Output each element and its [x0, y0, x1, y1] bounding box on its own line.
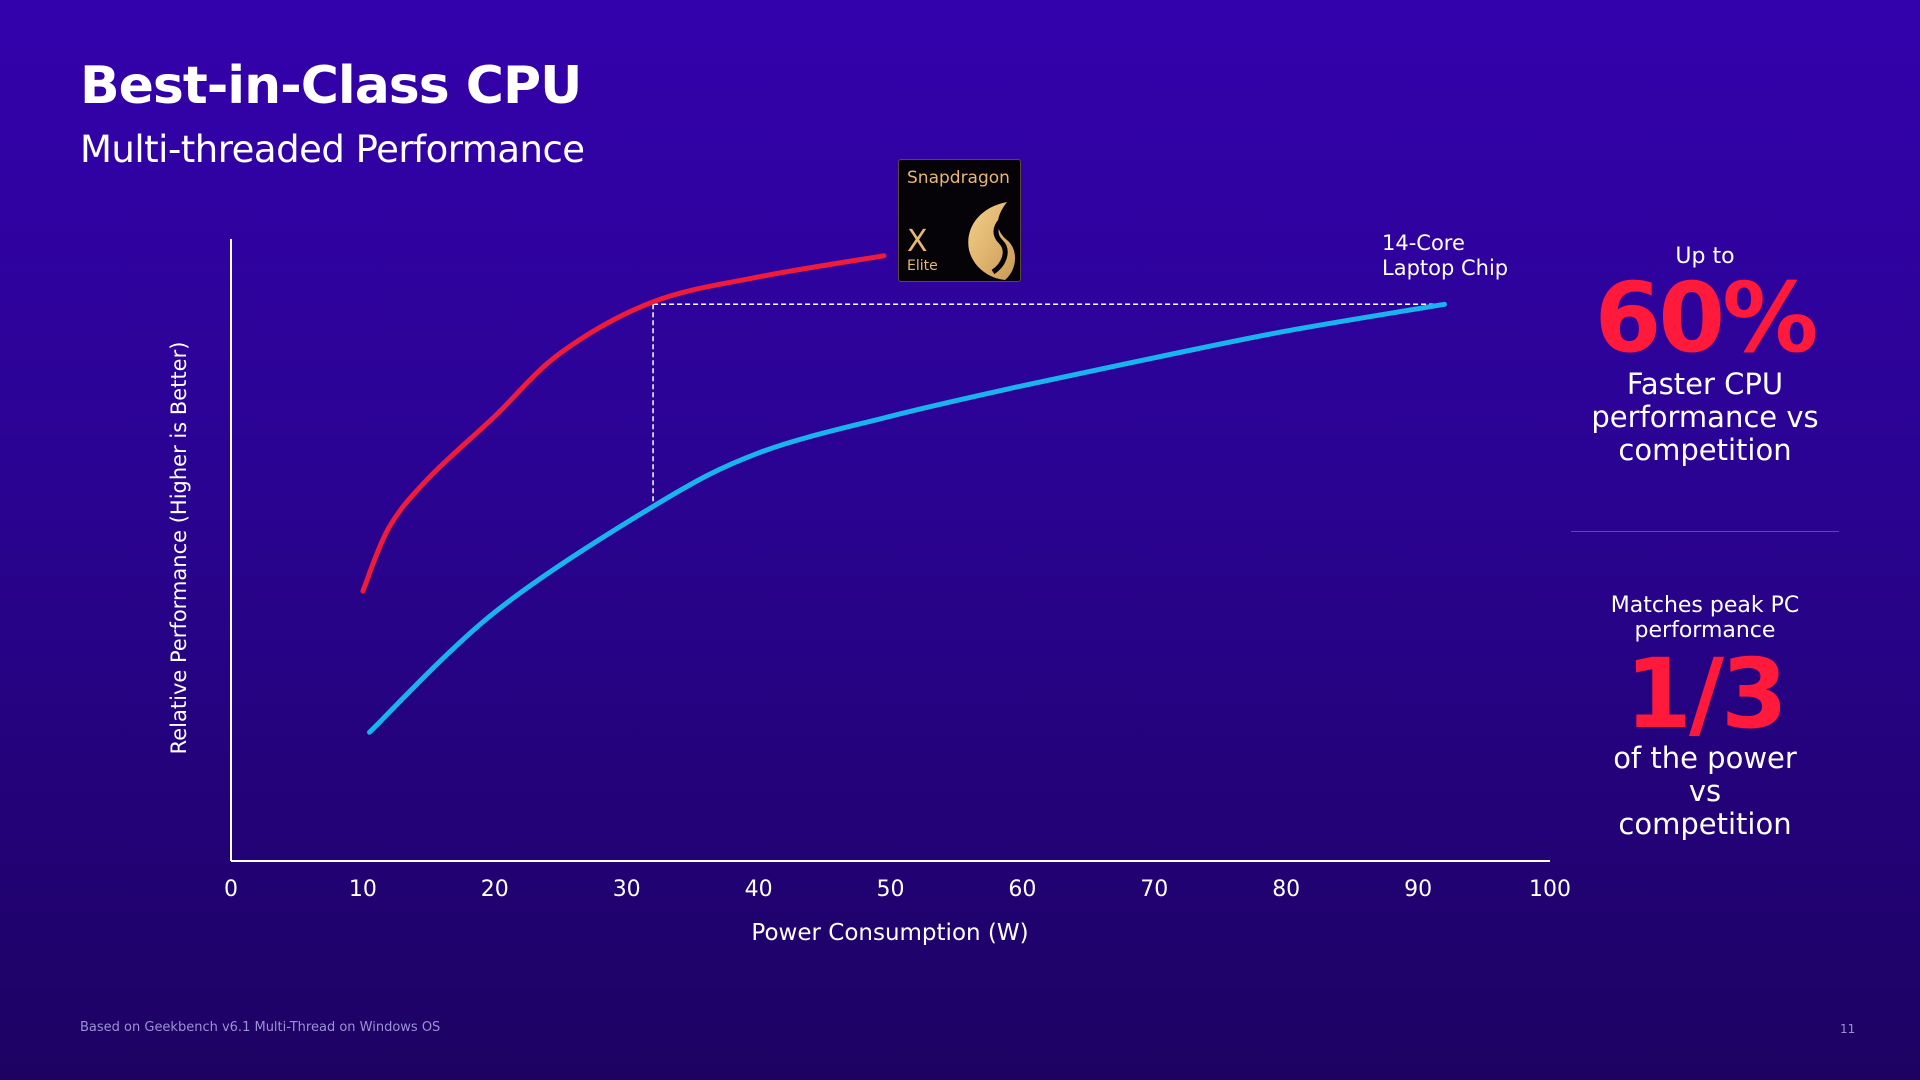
data-point [427, 476, 430, 479]
y-axis-label: Relative Performance (Higher is Better) [167, 342, 191, 755]
stat-divider [1571, 531, 1839, 532]
x-tick-label: 100 [1529, 877, 1571, 902]
logo-tier: Elite [907, 258, 938, 274]
data-point [757, 275, 760, 278]
x-tick-label: 10 [349, 877, 377, 902]
x-tick-label: 70 [1140, 877, 1168, 902]
data-point [757, 451, 760, 454]
stat-bottom-value: 1/3 [1625, 638, 1788, 750]
snapdragon-x-elite-logo: Snapdragon X Elite [898, 159, 1021, 282]
stat-top-value: 60% [1594, 262, 1819, 374]
data-point [559, 351, 562, 354]
data-point [652, 300, 655, 303]
stat-top-description: Faster CPU performance vs competition [1591, 367, 1819, 467]
series-line-0 [360, 253, 887, 594]
series-label-competitor: 14-Core Laptop Chip [1382, 231, 1508, 280]
x-tick-label: 60 [1008, 877, 1036, 902]
data-point [361, 590, 364, 593]
data-point [1285, 330, 1288, 333]
data-point [652, 505, 655, 508]
data-point [493, 611, 496, 614]
footnote: Based on Geekbench v6.1 Multi-Thread on … [80, 1020, 441, 1035]
snapdragon-flame-icon [968, 202, 1016, 280]
data-point [889, 415, 892, 418]
data-point [882, 254, 885, 257]
slide-title: Best-in-Class CPU [80, 56, 582, 116]
x-tick-label: 80 [1272, 877, 1300, 902]
logo-model: X [907, 224, 928, 259]
data-point [388, 525, 391, 528]
data-point [1021, 384, 1024, 387]
data-point [1153, 356, 1156, 359]
x-tick-label: 50 [877, 877, 905, 902]
data-point [493, 415, 496, 418]
x-tick-label: 30 [613, 877, 641, 902]
x-tick-label: 0 [224, 877, 238, 902]
page-number: 11 [1840, 1022, 1856, 1036]
x-tick-label: 40 [745, 877, 773, 902]
data-point [1443, 303, 1446, 306]
data-point [368, 731, 371, 734]
logo-brand: Snapdragon [907, 168, 1010, 188]
x-tick-label: 20 [481, 877, 509, 902]
stat-bottom-description: of the power vs competition [1613, 741, 1797, 841]
series-line-1 [366, 301, 1447, 735]
x-axis-label: Power Consumption (W) [751, 920, 1028, 946]
stat-bottom-prefix: Matches peak PC performance [1610, 593, 1800, 643]
slide-subtitle: Multi-threaded Performance [80, 128, 585, 171]
x-tick-label: 90 [1404, 877, 1432, 902]
stat-top-prefix: Up to [1675, 244, 1735, 269]
